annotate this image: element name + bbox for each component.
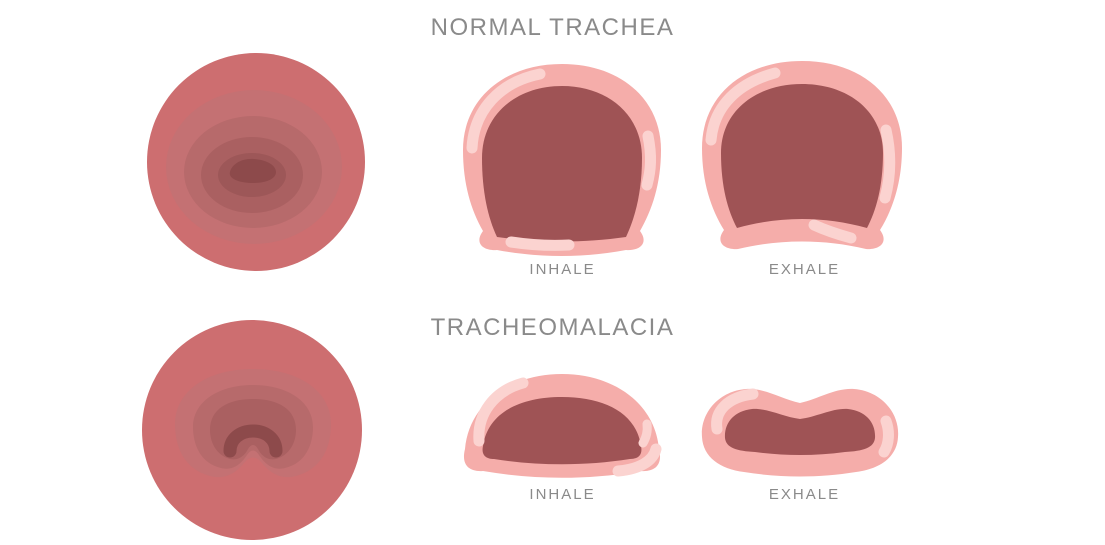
wall-highlight [878, 415, 894, 458]
tracheomalacia-exhale-cross-section [701, 388, 899, 477]
wall-highlight [473, 377, 529, 447]
phase-label-normal-inhale: INHALE [529, 261, 596, 278]
trachea-lumen [721, 84, 883, 228]
wall-highlight [641, 130, 656, 191]
section-title-tracheomalacia: TRACHEOMALACIA [430, 314, 675, 341]
phase-label-tracheomalacia-inhale: INHALE [529, 486, 596, 503]
wall-highlight [505, 236, 575, 251]
wall-highlight [705, 67, 781, 146]
section-title-normal-trachea: NORMAL TRACHEA [430, 14, 675, 41]
wall-highlight [711, 388, 759, 435]
tracheomalacia-bronchoscopy-view [142, 320, 362, 540]
phase-label-normal-exhale: EXHALE [768, 261, 841, 278]
scope-collapsed-lumen-arch [223, 424, 283, 458]
normal-exhale-cross-section [702, 61, 902, 250]
wall-highlight [612, 443, 662, 477]
wall-highlight [808, 219, 857, 244]
scope-center-lumen [229, 158, 276, 183]
tracheomalacia-inhale-cross-section [463, 374, 662, 478]
trachea-lumen [482, 86, 642, 242]
normal-bronchoscopy-view [147, 53, 365, 271]
wall-highlight [879, 124, 896, 204]
trachea-lumen [482, 397, 642, 465]
wall-highlight [638, 419, 652, 448]
normal-inhale-cross-section [463, 64, 661, 256]
wall-highlight [466, 68, 546, 154]
trachea-lumen [724, 408, 876, 455]
phase-label-tracheomalacia-exhale: EXHALE [768, 486, 841, 503]
